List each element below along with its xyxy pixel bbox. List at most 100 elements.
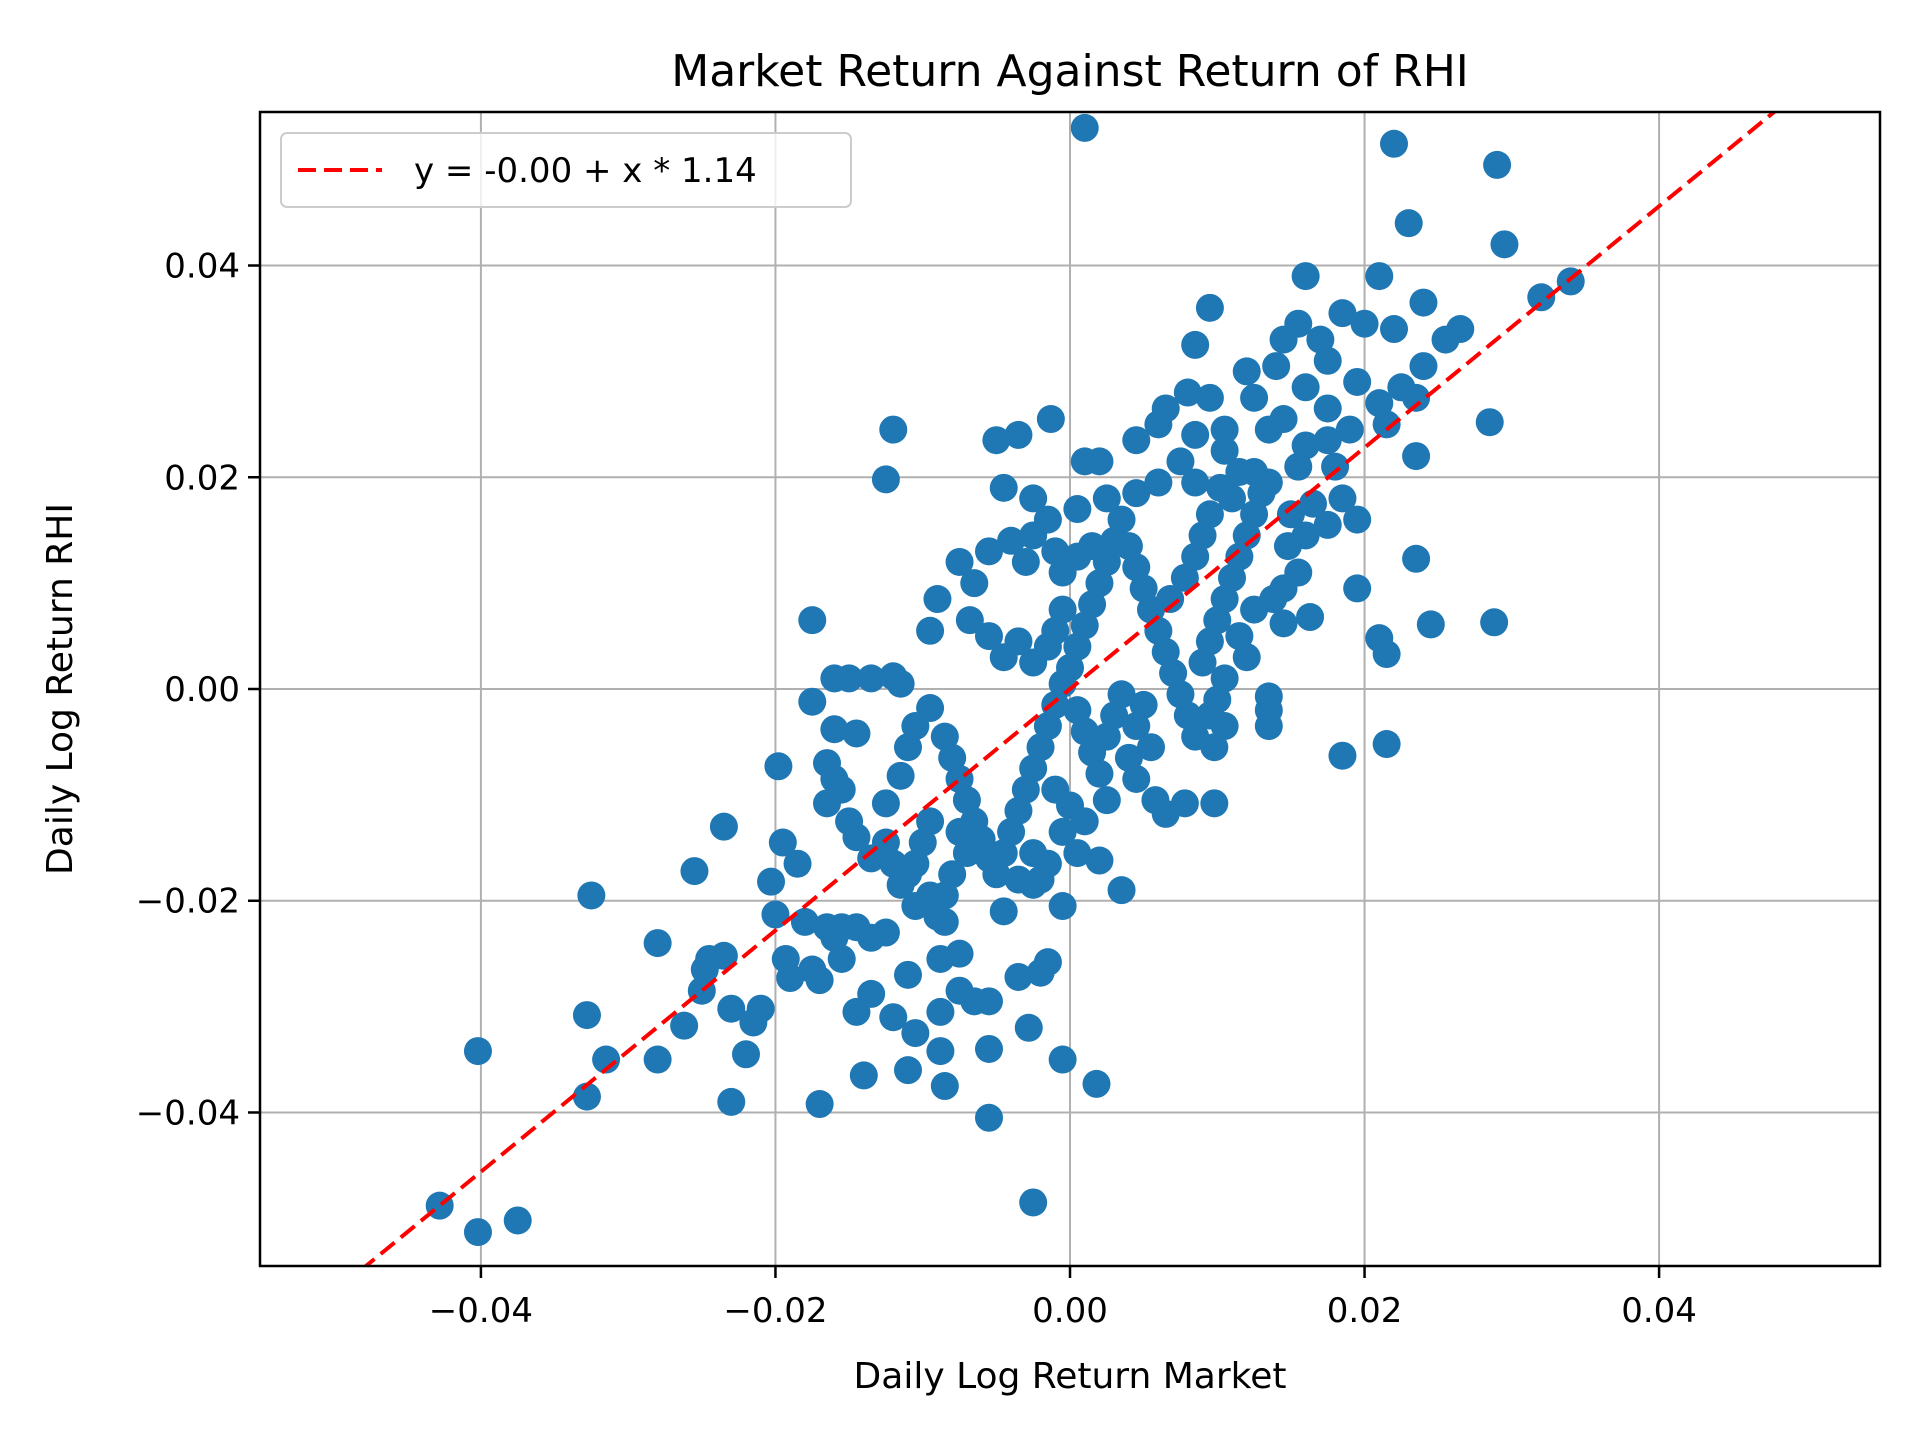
data-point [1195,500,1224,529]
data-point [1082,1069,1111,1098]
data-point [1210,436,1239,465]
data-point [592,1045,621,1074]
data-point [757,867,786,896]
data-point [1070,611,1099,640]
data-point [1122,764,1151,793]
data-point [1291,262,1320,291]
data-point [1262,352,1291,381]
data-point [670,1011,699,1040]
data-point [945,817,974,846]
data-point [871,789,900,818]
data-point [1402,383,1431,412]
data-point [764,752,793,781]
data-point [1232,521,1261,550]
data-point [768,828,797,857]
data-point [813,789,841,818]
data-point [1041,690,1070,719]
data-point [842,823,871,852]
data-point [1291,431,1320,460]
data-point [1240,500,1269,529]
data-point [739,1008,768,1037]
data-point [1011,547,1040,576]
data-point [1195,701,1224,730]
data-point [1247,479,1276,508]
data-point [997,817,1026,846]
data-point [643,1045,672,1074]
data-point [1156,585,1185,614]
data-point [1048,1045,1077,1074]
data-point [1313,394,1342,423]
data-point [1033,712,1062,741]
x-axis-label: Daily Log Return Market [854,1356,1287,1397]
data-point [1114,532,1143,561]
data-point [908,828,937,857]
data-point [871,465,900,494]
data-point [1033,505,1062,534]
data-point [827,944,856,973]
data-point [1402,544,1431,573]
data-point [1173,378,1202,407]
data-point [463,1218,492,1247]
data-point [1394,209,1423,238]
data-point [1151,637,1180,666]
y-tick-label: 0.02 [164,458,240,498]
data-point [930,881,959,910]
data-point [1254,682,1283,711]
data-point [1078,532,1107,561]
data-point [952,839,981,868]
x-tick-label: −0.02 [723,1291,827,1331]
data-point [1078,590,1107,619]
data-point [1273,532,1302,561]
x-axis-ticks: −0.04 −0.02 0.00 0.02 0.04 [429,1266,1697,1331]
data-point [930,722,959,751]
data-point [1181,722,1210,751]
data-point [1328,484,1357,513]
data-point [1195,627,1224,656]
data-point [926,997,955,1026]
legend-label: y = -0.00 + x * 1.14 [414,151,757,191]
data-point [879,1003,908,1032]
data-point [938,860,967,889]
data-point [1240,383,1269,412]
data-point [1299,489,1327,518]
data-point [1063,632,1092,661]
data-point [1188,521,1217,550]
data-point [1200,789,1229,818]
data-point [1092,484,1121,513]
data-point [680,857,709,886]
data-point [1122,553,1151,582]
data-point [717,1087,746,1116]
data-point [1188,648,1217,677]
data-point [690,955,719,984]
data-point [1019,839,1048,868]
data-point [901,1019,930,1048]
data-point [1335,415,1364,444]
data-point [805,1090,834,1119]
data-point [1313,510,1342,539]
data-point [1306,325,1335,354]
data-point [1107,680,1136,709]
grid-lines [260,112,1880,1266]
y-tick-label: −0.04 [136,1093,240,1133]
data-point [1092,786,1121,815]
data-point [503,1206,532,1235]
y-tick-label: 0.04 [164,247,240,287]
data-point [975,1103,1003,1132]
data-point [1170,563,1199,592]
y-tick-label: −0.02 [136,882,240,922]
data-point [1036,405,1065,434]
data-point [1122,479,1151,508]
data-point [1483,150,1512,179]
data-point [820,715,849,744]
data-point [849,1061,878,1090]
data-point [1195,293,1224,322]
data-point [894,960,922,989]
data-point [1259,585,1288,614]
data-point [1129,690,1158,719]
x-tick-label: 0.02 [1327,1291,1403,1331]
data-points [425,113,1585,1247]
legend: y = -0.00 + x * 1.14 [280,132,852,208]
data-point [1114,743,1143,772]
data-point [894,733,922,762]
